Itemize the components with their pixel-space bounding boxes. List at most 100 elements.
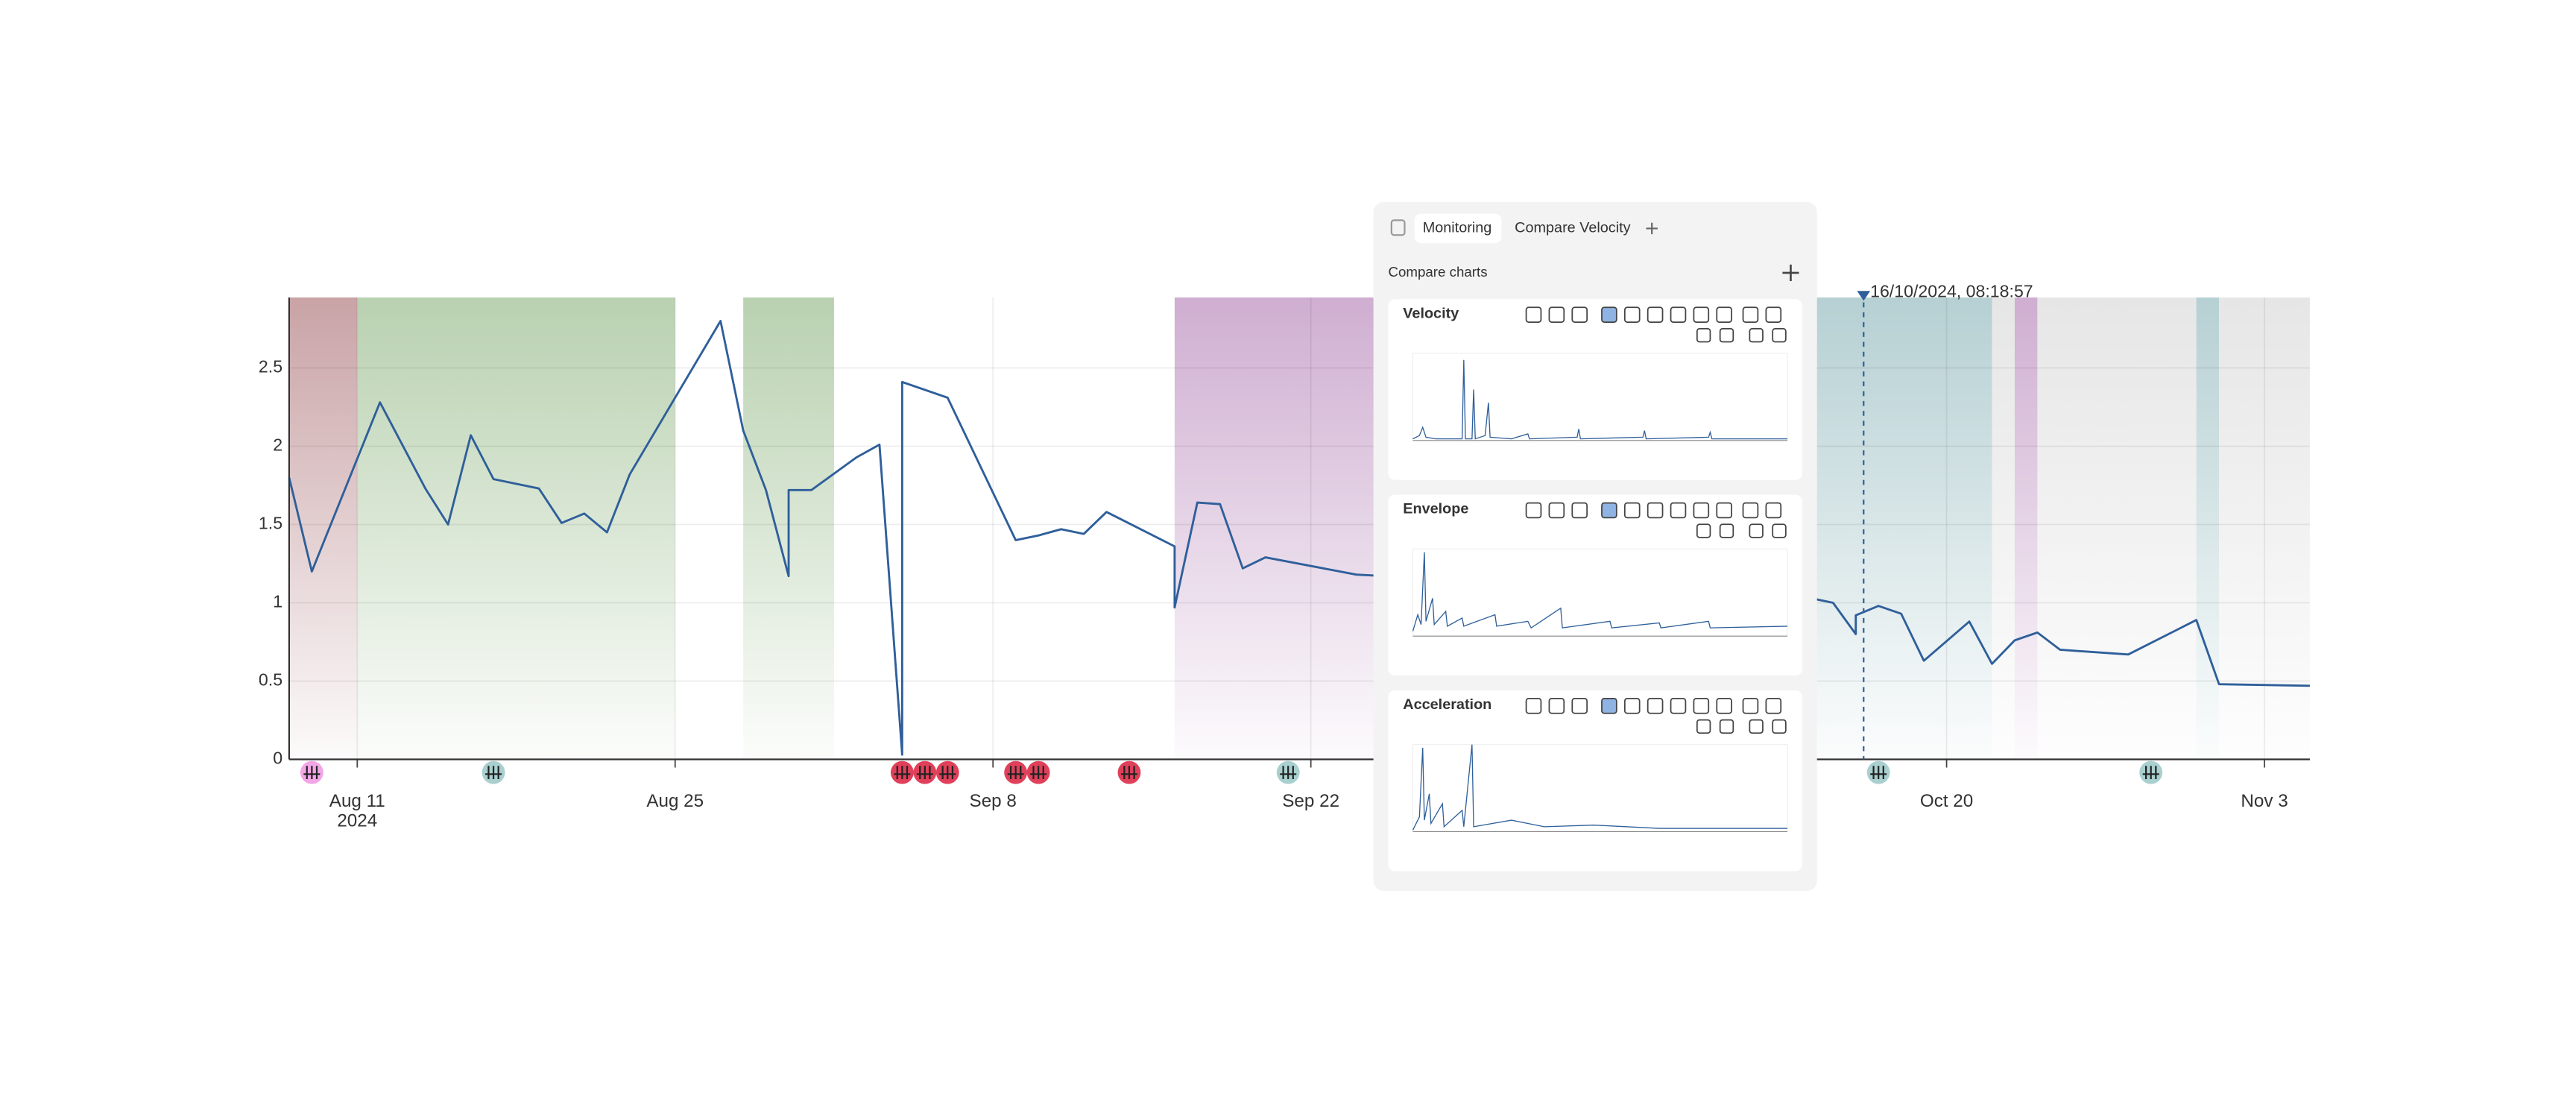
status-band bbox=[2219, 297, 2310, 760]
event-marker[interactable] bbox=[1276, 760, 1300, 784]
event-marker[interactable] bbox=[1866, 760, 1890, 784]
event-icon bbox=[894, 766, 911, 779]
event-marker[interactable] bbox=[1026, 760, 1050, 784]
add-chart-icon[interactable] bbox=[1782, 264, 1799, 281]
toolbar-icon[interactable] bbox=[1647, 306, 1664, 323]
status-band bbox=[789, 297, 834, 760]
toolbar-icon[interactable] bbox=[1601, 698, 1617, 714]
lock-icon[interactable] bbox=[1390, 219, 1406, 236]
toolbar-icon[interactable] bbox=[1670, 306, 1687, 323]
toolbar-icon[interactable] bbox=[1548, 306, 1565, 323]
toolbar-icon[interactable] bbox=[1647, 502, 1664, 519]
event-marker[interactable] bbox=[935, 760, 959, 784]
event-marker[interactable] bbox=[890, 760, 914, 784]
toolbar-icon[interactable] bbox=[1696, 523, 1711, 538]
toolbar-icon[interactable] bbox=[1719, 328, 1734, 343]
status-band bbox=[357, 297, 675, 760]
card-title: Velocity bbox=[1403, 305, 1459, 321]
toolbar-icon[interactable] bbox=[1623, 502, 1641, 519]
toolbar-icon[interactable] bbox=[1716, 502, 1732, 519]
toolbar-icon[interactable] bbox=[1623, 698, 1641, 714]
toolbar-icon[interactable] bbox=[1693, 698, 1710, 714]
toolbar-icon[interactable] bbox=[1525, 502, 1542, 519]
toolbar-icon[interactable] bbox=[1670, 502, 1687, 519]
toolbar-icon[interactable] bbox=[1749, 719, 1764, 734]
tab-label[interactable]: Compare Velocity bbox=[1515, 220, 1630, 236]
event-icon bbox=[485, 766, 502, 779]
toolbar-icon[interactable] bbox=[1571, 698, 1588, 714]
toolbar-icon[interactable] bbox=[1601, 306, 1617, 323]
x-tick-label: Sep 8 bbox=[970, 791, 1017, 811]
x-tick-label: Oct 20 bbox=[1920, 791, 1973, 811]
toolbar-icon[interactable] bbox=[1716, 306, 1732, 323]
toolbar-icon[interactable] bbox=[1742, 306, 1759, 323]
card-background bbox=[1388, 690, 1802, 872]
toolbar-icon[interactable] bbox=[1765, 502, 1782, 519]
cards: Velocity Envelope Acceleration bbox=[1388, 299, 1802, 872]
toolbar-icon[interactable] bbox=[1749, 328, 1764, 343]
cursor-label: 16/10/2024, 08:18:57 bbox=[1870, 282, 2033, 301]
mini-spectrum bbox=[1412, 744, 1788, 831]
toolbar-icon[interactable] bbox=[1548, 698, 1565, 714]
event-marker[interactable] bbox=[1117, 760, 1141, 784]
toolbar-icon[interactable] bbox=[1601, 502, 1617, 519]
toolbar-icon[interactable] bbox=[1696, 328, 1711, 343]
toolbar-icon[interactable] bbox=[1525, 306, 1542, 323]
event-marker[interactable] bbox=[2139, 760, 2163, 784]
event-marker[interactable] bbox=[300, 760, 323, 784]
status-band bbox=[2037, 297, 2197, 760]
y-tick-label: 0 bbox=[273, 749, 282, 768]
card-title: Envelope bbox=[1403, 501, 1468, 517]
toolbar-icon[interactable] bbox=[1525, 698, 1542, 714]
event-icon bbox=[303, 766, 321, 779]
y-tick-label: 2.5 bbox=[259, 357, 282, 377]
toolbar-icon[interactable] bbox=[1693, 306, 1710, 323]
y-tick-label: 1.5 bbox=[259, 514, 282, 533]
toolbar-icon[interactable] bbox=[1670, 698, 1687, 714]
chart-card: Envelope bbox=[1388, 494, 1802, 676]
x-tick-label: Aug 25 bbox=[646, 791, 704, 811]
toolbar-icon[interactable] bbox=[1571, 502, 1588, 519]
chart-card: Velocity bbox=[1388, 299, 1802, 480]
mini-spectrum bbox=[1412, 359, 1788, 440]
x-tick-label: Sep 22 bbox=[1282, 791, 1339, 811]
toolbar-icon[interactable] bbox=[1719, 719, 1734, 734]
data-line bbox=[288, 320, 2310, 756]
toolbar-icon[interactable] bbox=[1647, 698, 1664, 714]
event-marker[interactable] bbox=[913, 760, 937, 784]
y-tick-label: 1 bbox=[273, 592, 282, 611]
toolbar-icon[interactable] bbox=[1696, 719, 1711, 734]
status-band bbox=[2196, 297, 2220, 760]
toolbar-icon[interactable] bbox=[1772, 523, 1787, 538]
status-band bbox=[1992, 297, 2015, 760]
toolbar-icon[interactable] bbox=[1765, 698, 1782, 714]
toolbar-icon[interactable] bbox=[1742, 698, 1759, 714]
toolbar-icon[interactable] bbox=[1742, 502, 1759, 519]
event-icon bbox=[1120, 766, 1137, 779]
toolbar-icon[interactable] bbox=[1772, 328, 1787, 343]
add-tab-icon[interactable] bbox=[1646, 222, 1658, 235]
tab-active[interactable] bbox=[1414, 213, 1502, 244]
toolbar-icon[interactable] bbox=[1693, 502, 1710, 519]
event-marker[interactable] bbox=[1004, 760, 1028, 784]
toolbar-icon[interactable] bbox=[1765, 306, 1782, 323]
event-marker[interactable] bbox=[482, 760, 505, 784]
compare-panel: Monitoring Compare Velocity Compare char… bbox=[1373, 202, 1817, 891]
toolbar-icon[interactable] bbox=[1716, 698, 1732, 714]
toolbar-icon[interactable] bbox=[1749, 523, 1764, 538]
toolbar-icon[interactable] bbox=[1719, 523, 1734, 538]
mini-spectrum bbox=[1412, 552, 1788, 631]
toolbar-icon[interactable] bbox=[1548, 502, 1565, 519]
event-icon bbox=[1030, 766, 1047, 779]
cursor-handle[interactable] bbox=[1857, 291, 1871, 301]
event-icon bbox=[1280, 766, 1297, 779]
toolbar-icon[interactable] bbox=[1571, 306, 1588, 323]
x-tick-label: Nov 3 bbox=[2241, 791, 2288, 811]
toolbar-icon[interactable] bbox=[1772, 719, 1787, 734]
toolbar-icon[interactable] bbox=[1623, 306, 1641, 323]
card-background bbox=[1388, 299, 1802, 480]
tab-label[interactable]: Monitoring bbox=[1423, 220, 1492, 236]
card-background bbox=[1388, 494, 1802, 676]
